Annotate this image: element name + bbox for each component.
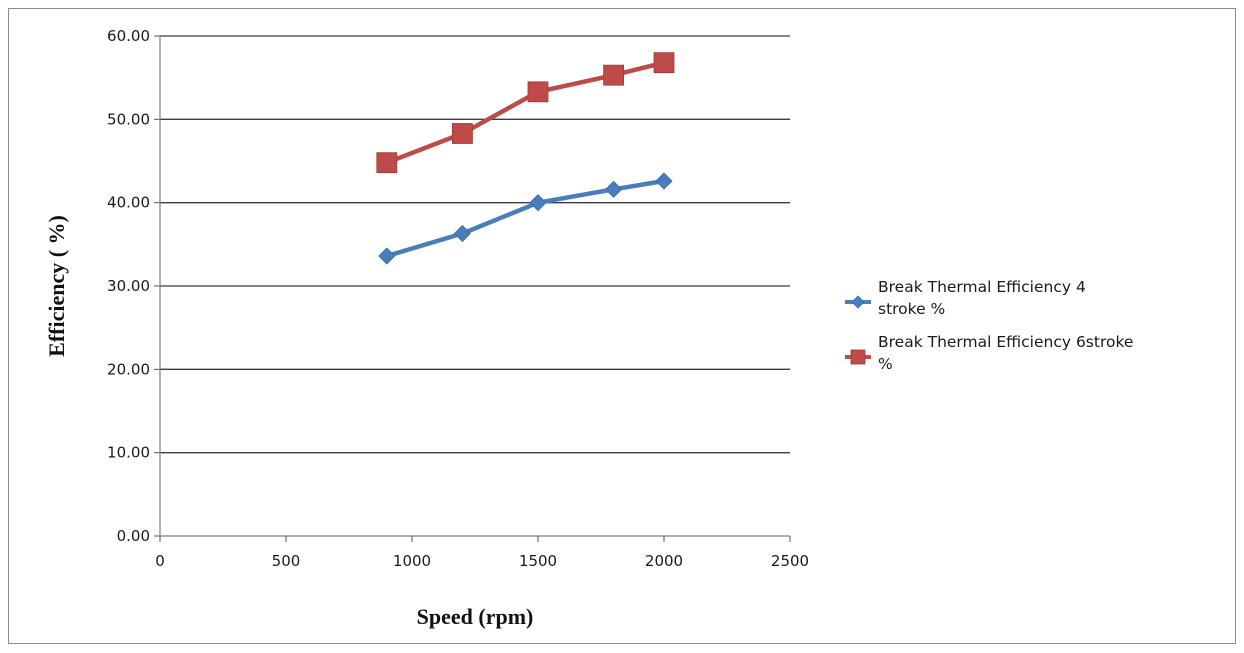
- x-tick-label: 500: [272, 552, 301, 570]
- square-marker: [850, 349, 866, 365]
- legend-label: %: [878, 355, 893, 373]
- y-tick-label: 50.00: [107, 110, 150, 128]
- x-tick-labels: 0 500 1000 1500 2000 2500: [155, 552, 809, 570]
- square-marker: [603, 64, 624, 86]
- x-tick-label: 0: [155, 552, 165, 570]
- diamond-marker: [605, 180, 623, 198]
- y-axis-title: Efficiency ( %): [44, 215, 69, 357]
- diamond-marker: [529, 194, 547, 212]
- y-tick-label: 20.00: [107, 360, 150, 378]
- y-tick-labels: 0.00 10.00 20.00 30.00 40.00 50.00 60.00: [107, 27, 150, 545]
- y-tick-label: 30.00: [107, 277, 150, 295]
- series: [376, 52, 675, 265]
- y-tick-label: 0.00: [117, 527, 150, 545]
- legend-item-1: Break Thermal Efficiency 4 stroke %: [845, 278, 1086, 318]
- series-1: [378, 172, 673, 265]
- x-tick-label: 2000: [645, 552, 683, 570]
- square-marker: [376, 152, 398, 174]
- y-tick-label: 60.00: [107, 27, 150, 45]
- legend-item-2: Break Thermal Efficiency 6stroke%: [845, 333, 1133, 373]
- square-marker: [451, 123, 473, 144]
- diamond-marker: [851, 295, 865, 309]
- x-tick-label: 2500: [771, 552, 809, 570]
- series-line: [386, 178, 665, 259]
- x-tick-label: 1500: [519, 552, 557, 570]
- axes: [154, 35, 791, 542]
- y-tick-label: 40.00: [107, 194, 150, 212]
- series-2: [376, 52, 675, 174]
- legend-label: Break Thermal Efficiency 6stroke: [878, 333, 1133, 351]
- square-marker: [527, 81, 549, 103]
- x-tick-label: 1000: [393, 552, 431, 570]
- diamond-marker: [378, 247, 396, 265]
- diamond-marker: [655, 172, 673, 190]
- chart-frame: [8, 8, 1236, 644]
- square-marker: [653, 52, 675, 74]
- diamond-marker: [453, 224, 471, 243]
- y-tick-label: 10.00: [107, 444, 150, 462]
- gridlines: [160, 35, 790, 454]
- x-axis-title: Speed (rpm): [417, 604, 534, 629]
- legend-label: Break Thermal Efficiency 4: [878, 278, 1086, 296]
- legend-label: stroke %: [878, 300, 945, 318]
